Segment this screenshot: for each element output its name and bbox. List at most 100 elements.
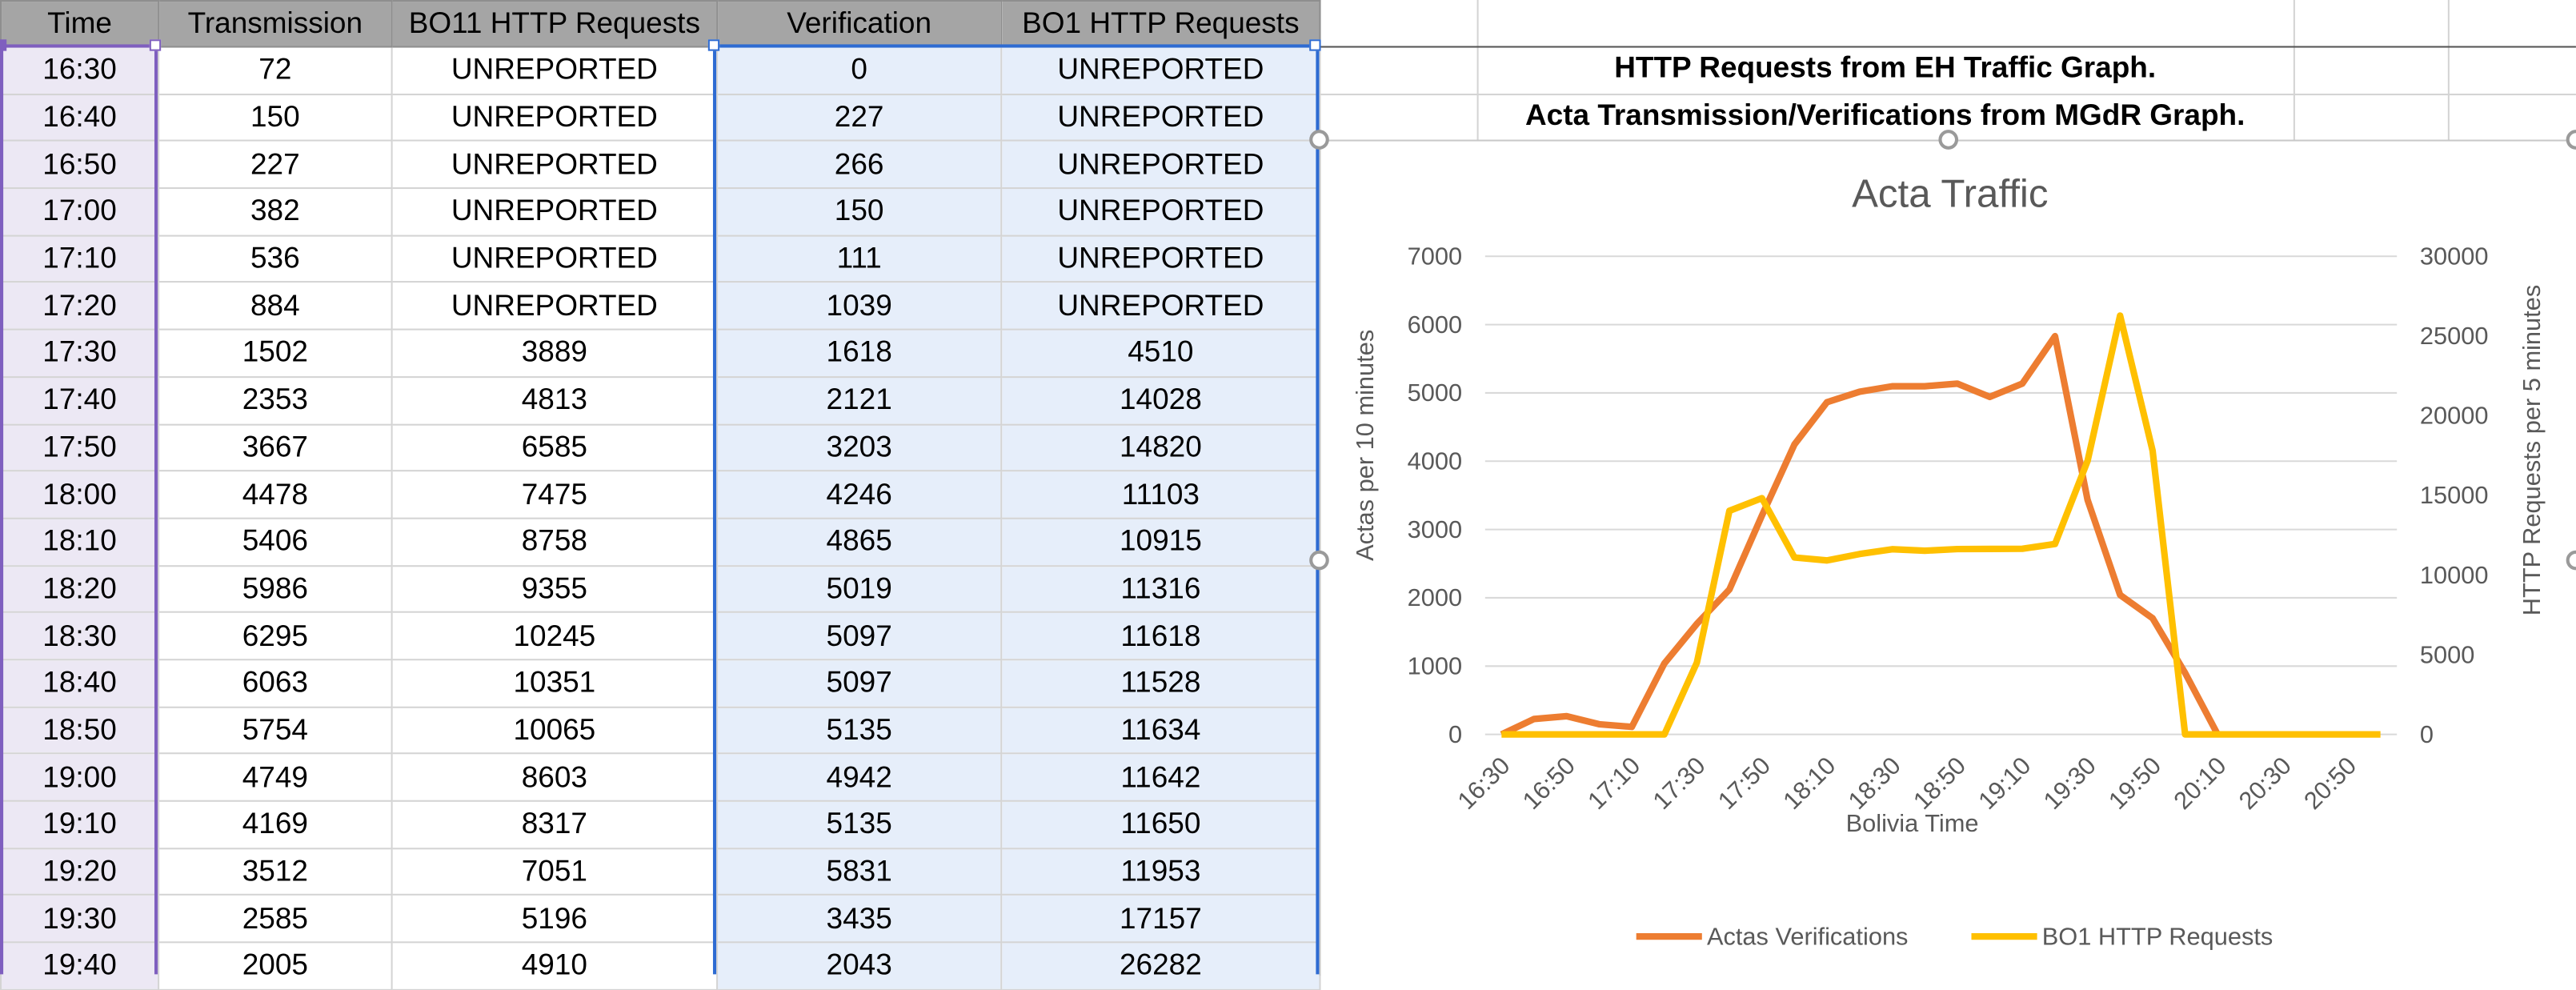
cell-bo1-http[interactable]: 14820 — [1000, 423, 1321, 472]
cell-transmission[interactable]: 4749 — [158, 752, 393, 802]
cell-time[interactable]: 19:10 — [0, 800, 160, 849]
cell-verification[interactable]: 3435 — [716, 894, 1003, 944]
cell-time[interactable]: 18:40 — [0, 659, 160, 708]
header-bo11-http[interactable]: BO11 HTTP Requests — [391, 0, 719, 48]
cell-bo11-http[interactable]: 10351 — [391, 659, 719, 708]
cell-bo11-http[interactable]: UNREPORTED — [391, 187, 719, 237]
cell-transmission[interactable]: 150 — [158, 93, 393, 142]
cell-bo1-http[interactable]: 17157 — [1000, 894, 1321, 944]
note-acta-source[interactable]: Acta Transmission/Verifications from MGd… — [1524, 98, 2245, 132]
cell-bo1-http[interactable]: 11650 — [1000, 800, 1321, 849]
cell-time[interactable]: 18:00 — [0, 470, 160, 519]
series-line-http[interactable] — [1501, 312, 2381, 738]
cell-transmission[interactable]: 5986 — [158, 564, 393, 614]
cell-bo11-http[interactable]: 8758 — [391, 517, 719, 567]
cell-transmission[interactable]: 1502 — [158, 328, 393, 378]
note-http-source[interactable]: HTTP Requests from EH Traffic Graph. — [1614, 50, 2157, 84]
cell-verification[interactable]: 4246 — [716, 470, 1003, 519]
cell-time[interactable]: 18:20 — [0, 564, 160, 614]
cell-verification[interactable]: 5135 — [716, 705, 1003, 755]
cell-transmission[interactable]: 72 — [158, 46, 393, 95]
cell-bo1-http[interactable]: 11634 — [1000, 705, 1321, 755]
cell-bo11-http[interactable]: UNREPORTED — [391, 234, 719, 283]
cell-bo11-http[interactable]: 5196 — [391, 894, 719, 944]
cell-verification[interactable]: 5831 — [716, 847, 1003, 896]
cell-verification[interactable]: 1618 — [716, 328, 1003, 378]
chart-resize-handle[interactable] — [2566, 550, 2576, 571]
selection-handle[interactable] — [707, 39, 720, 51]
cell-transmission[interactable]: 2585 — [158, 894, 393, 944]
cell-time[interactable]: 17:20 — [0, 281, 160, 331]
cell-bo11-http[interactable]: 8317 — [391, 800, 719, 849]
cell-verification[interactable]: 5135 — [716, 800, 1003, 849]
chart-resize-handle[interactable] — [1309, 130, 1329, 150]
cell-verification[interactable]: 150 — [716, 187, 1003, 237]
cell-verification[interactable]: 5097 — [716, 659, 1003, 708]
cell-time[interactable]: 18:10 — [0, 517, 160, 567]
cell-bo1-http[interactable]: 10915 — [1000, 517, 1321, 567]
cell-time[interactable]: 17:30 — [0, 328, 160, 378]
cell-bo1-http[interactable]: UNREPORTED — [1000, 234, 1321, 283]
selection-handle[interactable] — [1309, 39, 1321, 51]
cell-bo1-http[interactable]: 11618 — [1000, 611, 1321, 661]
cell-verification[interactable]: 1039 — [716, 281, 1003, 331]
cell-time[interactable]: 16:40 — [0, 93, 160, 142]
cell-bo1-http[interactable]: UNREPORTED — [1000, 281, 1321, 331]
cell-bo11-http[interactable]: 9355 — [391, 564, 719, 614]
cell-time[interactable]: 16:30 — [0, 46, 160, 95]
cell-verification[interactable]: 4942 — [716, 752, 1003, 802]
chart-legend[interactable]: Actas Verifications BO1 HTTP Requests — [1636, 922, 2274, 950]
cell-verification[interactable]: 3203 — [716, 423, 1003, 472]
cell-time[interactable]: 18:30 — [0, 611, 160, 661]
header-verification[interactable]: Verification — [716, 0, 1003, 48]
data-table[interactable]: Time Transmission BO11 HTTP Requests Ver… — [0, 0, 1321, 990]
cell-transmission[interactable]: 4169 — [158, 800, 393, 849]
cell-transmission[interactable]: 4478 — [158, 470, 393, 519]
series-line-verifications[interactable] — [1500, 332, 2221, 738]
cell-bo1-http[interactable]: UNREPORTED — [1000, 46, 1321, 95]
cell-time[interactable]: 19:40 — [0, 941, 160, 990]
cell-transmission[interactable]: 3667 — [158, 423, 393, 472]
cell-transmission[interactable]: 3512 — [158, 847, 393, 896]
cell-verification[interactable]: 266 — [716, 140, 1003, 190]
cell-time[interactable]: 18:50 — [0, 705, 160, 755]
cell-bo11-http[interactable]: 7051 — [391, 847, 719, 896]
cell-transmission[interactable]: 2353 — [158, 375, 393, 425]
cell-bo1-http[interactable]: 11528 — [1000, 659, 1321, 708]
cell-transmission[interactable]: 382 — [158, 187, 393, 237]
cell-bo1-http[interactable]: 14028 — [1000, 375, 1321, 425]
cell-bo11-http[interactable]: UNREPORTED — [391, 46, 719, 95]
cell-transmission[interactable]: 6295 — [158, 611, 393, 661]
cell-transmission[interactable]: 6063 — [158, 659, 393, 708]
cell-transmission[interactable]: 536 — [158, 234, 393, 283]
cell-time[interactable]: 17:50 — [0, 423, 160, 472]
cell-bo1-http[interactable]: UNREPORTED — [1000, 140, 1321, 190]
cell-transmission[interactable]: 5406 — [158, 517, 393, 567]
cell-time[interactable]: 19:30 — [0, 894, 160, 944]
cell-bo1-http[interactable]: UNREPORTED — [1000, 93, 1321, 142]
cell-bo11-http[interactable]: 7475 — [391, 470, 719, 519]
cell-time[interactable]: 16:50 — [0, 140, 160, 190]
chart-resize-handle[interactable] — [1938, 130, 1959, 150]
selection-handle[interactable] — [0, 39, 7, 51]
chart-area[interactable]: Acta Traffic Actas per 10 minutes HTTP R… — [1319, 139, 2576, 976]
cell-transmission[interactable]: 884 — [158, 281, 393, 331]
cell-time[interactable]: 17:10 — [0, 234, 160, 283]
cell-time[interactable]: 19:20 — [0, 847, 160, 896]
cell-bo1-http[interactable]: 11103 — [1000, 470, 1321, 519]
cell-bo11-http[interactable]: 4813 — [391, 375, 719, 425]
cell-transmission[interactable]: 227 — [158, 140, 393, 190]
cell-bo1-http[interactable]: 11316 — [1000, 564, 1321, 614]
cell-verification[interactable]: 5019 — [716, 564, 1003, 614]
cell-bo11-http[interactable]: 8603 — [391, 752, 719, 802]
cell-verification[interactable]: 5097 — [716, 611, 1003, 661]
cell-time[interactable]: 17:40 — [0, 375, 160, 425]
cell-transmission[interactable]: 5754 — [158, 705, 393, 755]
cell-bo11-http[interactable]: UNREPORTED — [391, 93, 719, 142]
cell-bo1-http[interactable]: UNREPORTED — [1000, 187, 1321, 237]
cell-bo11-http[interactable]: 6585 — [391, 423, 719, 472]
chart-resize-handle[interactable] — [1309, 550, 1329, 571]
header-transmission[interactable]: Transmission — [158, 0, 393, 48]
cell-bo11-http[interactable]: 10245 — [391, 611, 719, 661]
